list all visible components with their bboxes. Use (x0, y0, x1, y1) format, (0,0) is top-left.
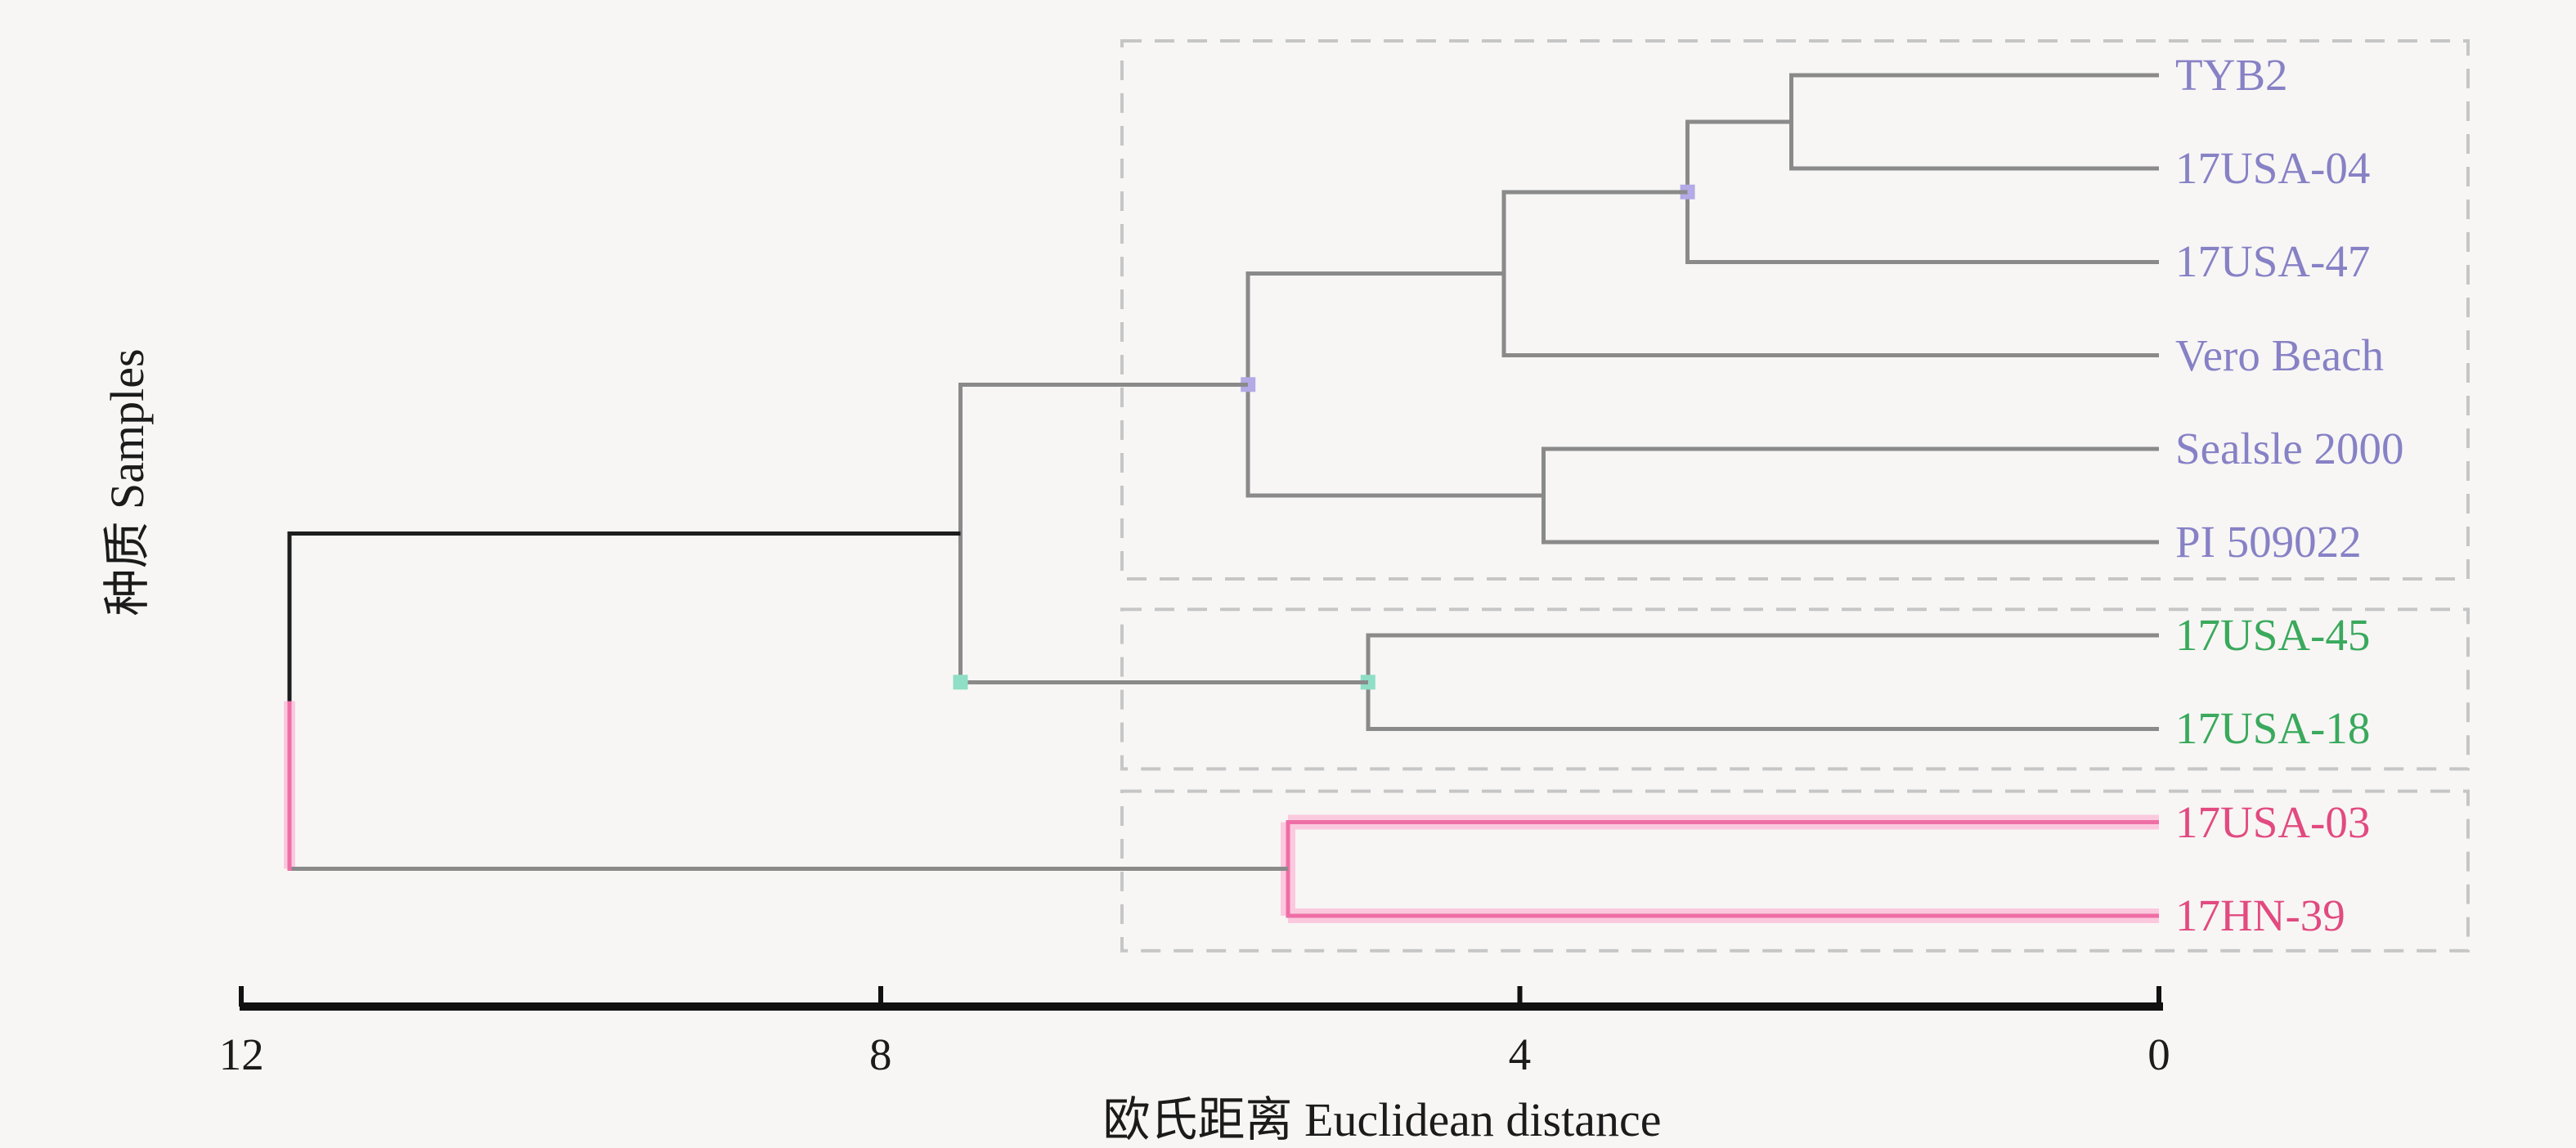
x-axis-label: 欧氏距离 Euclidean distance (1102, 1093, 1662, 1146)
cluster-box (1120, 789, 2470, 953)
cluster-box (1120, 608, 2470, 771)
junction-mark (953, 675, 968, 690)
leaf-label: Vero Beach (2175, 330, 2385, 380)
leaf-label: 17USA-18 (2175, 703, 2371, 754)
leaf-label: 17HN-39 (2175, 890, 2345, 940)
x-axis-tick-label: 12 (218, 1029, 264, 1079)
leaf-label: PI 509022 (2175, 517, 2362, 567)
leaf-label: TYB2 (2175, 50, 2288, 100)
cluster-box (1120, 39, 2470, 581)
leaf-label: 17USA-45 (2175, 610, 2371, 661)
leaf-label: 17USA-47 (2175, 236, 2371, 287)
leaf-label: 17USA-04 (2175, 143, 2371, 194)
leaf-label: Sealsle 2000 (2175, 423, 2404, 473)
x-axis-tick-label: 8 (869, 1029, 892, 1079)
y-axis-label: 种质 Samples (101, 348, 154, 617)
leaf-label: 17USA-03 (2175, 796, 2371, 847)
x-axis-tick-label: 4 (1508, 1029, 1532, 1079)
x-axis-tick-label: 0 (2147, 1029, 2170, 1079)
